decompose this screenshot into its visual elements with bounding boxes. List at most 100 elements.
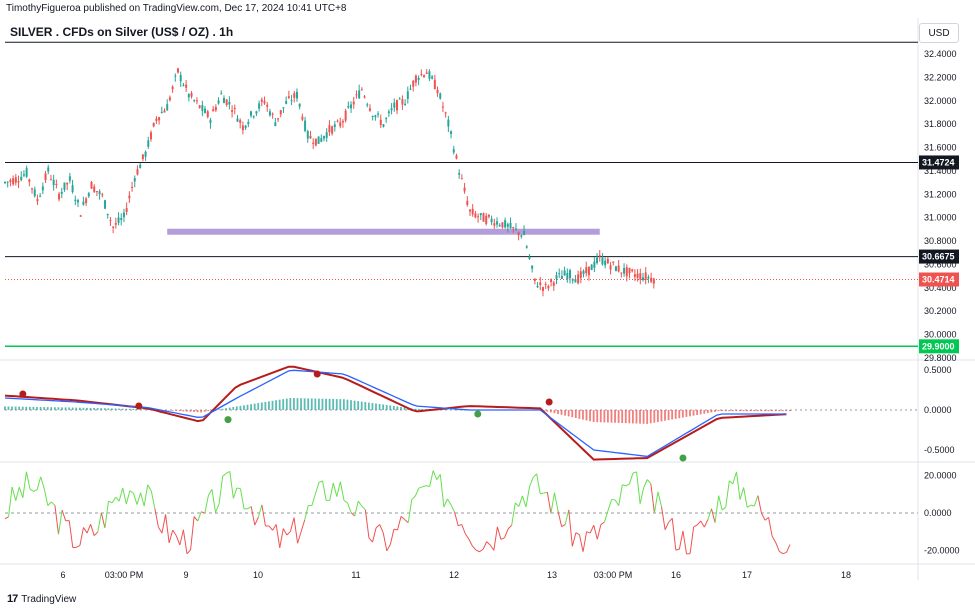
- macd-histogram-bar: [125, 408, 128, 410]
- osc-segment: [496, 526, 502, 540]
- osc-segment: [226, 471, 231, 474]
- candle-body: [136, 169, 139, 175]
- osc-segment: [111, 496, 117, 504]
- candle-body: [228, 101, 231, 105]
- macd-histogram-bar: [392, 405, 395, 410]
- macd-histogram-bar: [75, 407, 78, 410]
- chart-title: SILVER . CFDs on Silver (US$ / OZ) . 1h: [10, 25, 234, 39]
- osc-segment: [457, 523, 462, 527]
- candle-body: [95, 191, 98, 193]
- osc-segment: [739, 487, 745, 500]
- osc-segment: [779, 551, 784, 555]
- candle-body: [236, 118, 239, 122]
- candle-body: [128, 195, 131, 199]
- candle-body: [144, 151, 147, 157]
- osc-segment: [525, 486, 531, 508]
- macd-histogram-bar: [243, 405, 245, 410]
- macd-histogram-bar: [53, 407, 56, 410]
- macd-histogram-bar: [453, 409, 456, 411]
- candle-body: [550, 279, 553, 283]
- osc-segment: [650, 483, 655, 514]
- osc-segment: [493, 526, 498, 551]
- macd-histogram-bar: [86, 407, 88, 410]
- osc-segment: [172, 529, 177, 536]
- candle-body: [485, 215, 488, 224]
- candle-body: [463, 187, 466, 192]
- macd-cross-marker: [679, 454, 687, 462]
- macd-histogram-bar: [11, 406, 13, 410]
- macd-histogram-bar: [325, 398, 327, 410]
- currency-button[interactable]: USD: [919, 23, 959, 43]
- macd-histogram-bar: [692, 410, 695, 416]
- macd-histogram-bar: [632, 410, 634, 424]
- macd-histogram-bar: [121, 408, 124, 410]
- macd-histogram-bar: [200, 410, 203, 413]
- candle-body: [566, 272, 569, 280]
- osc-segment: [707, 508, 712, 520]
- candle-body: [209, 119, 212, 124]
- macd-histogram-bar: [264, 401, 267, 410]
- osc-segment: [254, 517, 259, 526]
- macd-histogram-bar: [128, 408, 131, 410]
- macd-histogram-bar: [703, 410, 706, 414]
- osc-segment: [743, 487, 748, 508]
- candle-body: [114, 223, 117, 225]
- osc-segment: [297, 531, 302, 544]
- tradingview-logo-icon: 17: [7, 593, 18, 605]
- candle-body: [214, 107, 217, 111]
- osc-segment: [450, 504, 456, 513]
- macd-histogram-bar: [32, 406, 35, 410]
- candle-body: [250, 111, 253, 116]
- macd-histogram-bar: [760, 410, 763, 412]
- candle-body: [598, 255, 601, 257]
- macd-histogram-bar: [39, 407, 42, 410]
- macd-histogram-bar: [268, 401, 270, 410]
- candle-body: [125, 208, 128, 212]
- macd-histogram-bar: [182, 410, 185, 412]
- macd-histogram-bar: [457, 409, 459, 411]
- candle-body: [39, 195, 42, 197]
- osc-segment: [393, 528, 398, 531]
- macd-histogram-bar: [785, 410, 788, 412]
- candle-body: [63, 182, 66, 190]
- candle-body: [414, 75, 417, 83]
- candle-body: [428, 71, 431, 79]
- candle-body: [266, 104, 269, 107]
- osc-segment: [372, 527, 377, 543]
- macd-histogram-bar: [25, 406, 28, 410]
- osc-segment: [357, 500, 363, 507]
- macd-histogram-bar: [635, 410, 638, 424]
- candle-body: [628, 267, 631, 274]
- osc-segment: [143, 484, 149, 507]
- candle-body: [71, 185, 74, 193]
- osc-segment: [4, 516, 9, 520]
- osc-segment: [557, 511, 563, 527]
- price-tick-label: 31.6000: [924, 143, 957, 153]
- macd-histogram-bar: [560, 410, 563, 415]
- macd-histogram-bar: [93, 408, 96, 410]
- osc-segment: [15, 487, 20, 501]
- osc-segment: [678, 530, 684, 550]
- macd-histogram-bar: [389, 405, 392, 410]
- osc-segment: [696, 520, 702, 526]
- candle-body: [374, 115, 377, 118]
- time-axis-label: 17: [742, 570, 752, 580]
- candle-body: [493, 223, 496, 226]
- candle-body: [117, 217, 120, 223]
- price-tick-label: 31.0000: [924, 213, 957, 223]
- time-axis-label: 10: [253, 570, 263, 580]
- osc-segment: [422, 485, 427, 488]
- osc-segment: [193, 516, 199, 522]
- osc-segment: [218, 476, 224, 505]
- macd-histogram-bar: [221, 408, 224, 410]
- macd-histogram-bar: [724, 410, 727, 412]
- osc-segment: [29, 488, 34, 492]
- candle-body: [233, 107, 236, 109]
- osc-segment: [561, 523, 566, 528]
- macd-histogram-bar: [589, 410, 591, 422]
- osc-segment: [578, 534, 584, 552]
- candle-body: [477, 216, 480, 218]
- osc-segment: [439, 474, 445, 508]
- candle-body: [523, 230, 526, 236]
